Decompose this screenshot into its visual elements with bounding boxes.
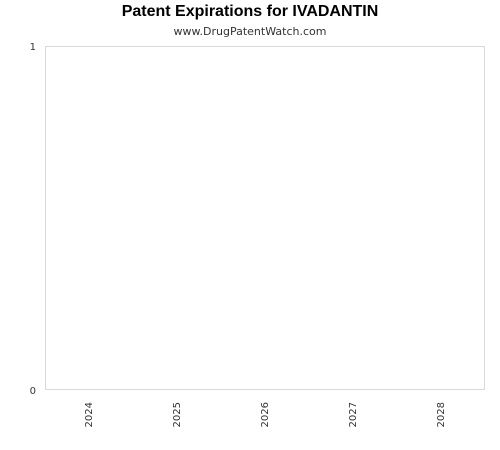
x-tick-label: 2024 (84, 402, 95, 427)
x-axis: 2024 2025 2026 2027 2028 (84, 402, 447, 427)
y-axis: 01 (30, 42, 36, 397)
x-tick-label: 2028 (436, 402, 447, 427)
x-tick-label: 2025 (172, 402, 183, 427)
y-tick-label: 1 (30, 42, 36, 53)
y-tick-label: 0 (30, 386, 36, 397)
x-tick-label: 2026 (260, 402, 271, 427)
x-tick-label: 2027 (348, 402, 359, 427)
plot-area (46, 47, 485, 390)
